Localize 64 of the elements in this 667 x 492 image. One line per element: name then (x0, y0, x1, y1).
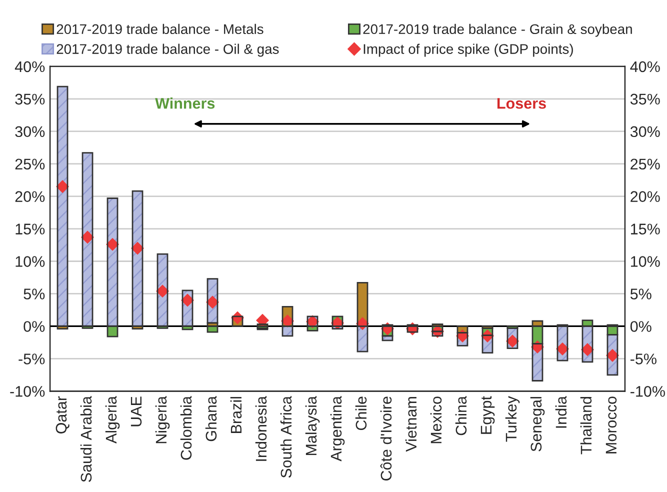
y-tick-label: 20% (15, 191, 45, 202)
y-tick-label: -5% (18, 354, 45, 364)
x-tick-label: Turkey (505, 396, 520, 442)
point (556, 342, 569, 356)
x-tick-label: Côte d'Ivoire (380, 396, 392, 481)
x-tick-label: Malaysia (305, 396, 320, 456)
legend-label: 2017-2019 trade balance - Metals (56, 24, 264, 34)
x-tick-label: Thailand (580, 396, 592, 454)
y-tick-label: 30% (15, 126, 45, 138)
x-tick-label: Senegal (530, 397, 545, 452)
y2-tick-label: 5% (630, 288, 652, 300)
x-tick-label: Mexico (430, 396, 442, 444)
x-tick-label: China (455, 396, 467, 436)
y2-tick-label: 35% (630, 94, 660, 105)
legend-label: 2017-2019 trade balance - Grain & soybean (363, 24, 632, 37)
point (256, 314, 269, 327)
y-tick-label: 5% (24, 288, 45, 300)
x-tick-label: Indonesia (255, 396, 267, 461)
point (606, 349, 619, 362)
y2-tick-label: 25% (630, 158, 660, 170)
x-tick-label: Morocco (606, 396, 617, 454)
y2-tick-label: 10% (631, 256, 660, 267)
y2-tick-label: -5% (630, 354, 656, 364)
annotation: Losers (497, 98, 546, 109)
x-tick-label: Chile (355, 396, 367, 430)
point (281, 314, 294, 328)
y-tick-label: 0% (24, 321, 45, 332)
x-tick-label: India (555, 396, 567, 428)
point (81, 230, 94, 244)
y-tick-label: 35% (15, 94, 45, 105)
x-tick-label: Vietnam (405, 397, 417, 452)
y2-tick-label: 15% (631, 224, 660, 234)
y-tick-label: 40% (14, 61, 45, 72)
point (506, 334, 519, 348)
point (131, 242, 144, 255)
x-tick-label: Qatar (56, 396, 70, 434)
annotation: Winners (155, 98, 215, 109)
x-tick-label: Argentina (330, 396, 345, 462)
x-tick-label: Brazil (230, 397, 242, 433)
y-tick-label: -10% (10, 386, 45, 397)
y-tick-label: 25% (15, 158, 45, 170)
point (206, 296, 219, 309)
point (106, 238, 119, 251)
x-tick-label: Saudi Arabia (80, 396, 92, 482)
y-tick-label: 10% (16, 256, 45, 267)
point (181, 294, 194, 307)
x-tick-label: UAE (130, 396, 142, 426)
y2-tick-label: 30% (630, 126, 660, 138)
x-tick-label: Algeria (105, 396, 120, 444)
legend-label: 2017-2019 trade balance - Oil & gas (56, 44, 279, 57)
y-tick-label: 15% (16, 224, 45, 234)
x-tick-label: Colombia (180, 396, 192, 460)
point (156, 284, 169, 298)
x-tick-label: Ghana (205, 396, 217, 442)
y2-tick-label: -10% (630, 386, 665, 397)
x-tick-label: South Africa (280, 396, 292, 478)
x-tick-label: Nigeria (155, 396, 170, 444)
point (56, 180, 69, 193)
legend-label: Impact of price spike (GDP points) (364, 44, 573, 57)
y2-tick-label: 20% (630, 191, 660, 202)
point (581, 343, 594, 356)
y2-tick-label: 40% (630, 61, 660, 72)
y2-tick-label: 0% (630, 321, 652, 332)
x-tick-label: Egypt (480, 396, 495, 434)
